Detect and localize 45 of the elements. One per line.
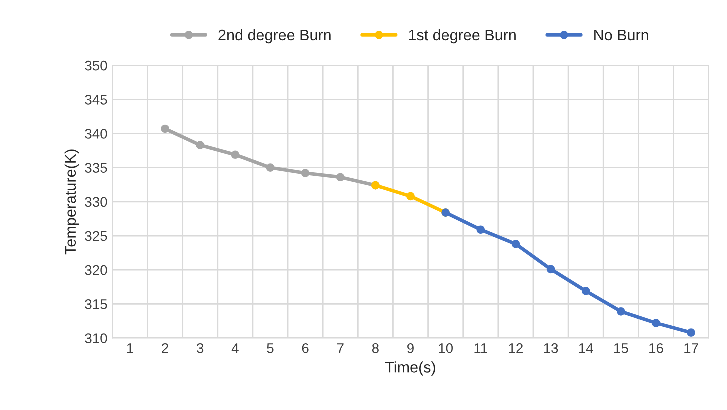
x-tick-label: 2 [162, 343, 168, 354]
y-tick-label: 310 [85, 334, 108, 344]
x-tick-label: 7 [337, 344, 344, 354]
x-tick-label: 14 [579, 344, 594, 354]
point [546, 265, 556, 274]
y-tick-label: 320 [85, 265, 108, 276]
point [406, 192, 415, 201]
point [652, 319, 660, 328]
x-axis-title: Time(s) [386, 362, 436, 376]
point [231, 150, 240, 160]
x-tick-label: 3 [197, 343, 204, 354]
y-tick-label: 315 [85, 300, 108, 310]
x-tick-label: 6 [302, 343, 309, 354]
legend-label: 2nd degree Burn [218, 29, 331, 44]
y-tick-label: 335 [85, 163, 108, 174]
point [476, 226, 486, 234]
point [196, 141, 205, 150]
x-tick-label: 1 [127, 344, 134, 354]
x-tick-label: 4 [232, 344, 239, 354]
x-tick-label: 9 [408, 343, 414, 354]
x-tick-label: 13 [544, 343, 558, 354]
point [266, 164, 275, 172]
x-tick-label: 17 [684, 344, 698, 354]
y-tick-label: 350 [85, 60, 108, 71]
x-tick-label: 16 [650, 343, 664, 354]
point [336, 173, 345, 182]
y-tick-label: 340 [85, 129, 108, 139]
y-tick-label: 330 [85, 197, 108, 208]
y-tick-label: 345 [85, 95, 108, 105]
legend-label: 1st degree Burn [409, 29, 516, 44]
legend-label: No Burn [594, 30, 648, 41]
y-tick-label: 325 [85, 231, 108, 242]
x-tick-label: 11 [474, 344, 488, 354]
point [687, 328, 696, 337]
x-tick-label: 8 [372, 343, 379, 354]
y-axis-title: Temperature(K) [64, 150, 80, 255]
point [582, 287, 590, 296]
point [616, 308, 626, 316]
x-tick-label: 15 [614, 344, 628, 354]
x-tick-label: 10 [439, 343, 454, 354]
point [512, 240, 520, 248]
x-tick-label: 12 [509, 343, 523, 354]
point [301, 169, 310, 178]
x-tick-label: 5 [267, 344, 274, 354]
point [161, 124, 170, 134]
